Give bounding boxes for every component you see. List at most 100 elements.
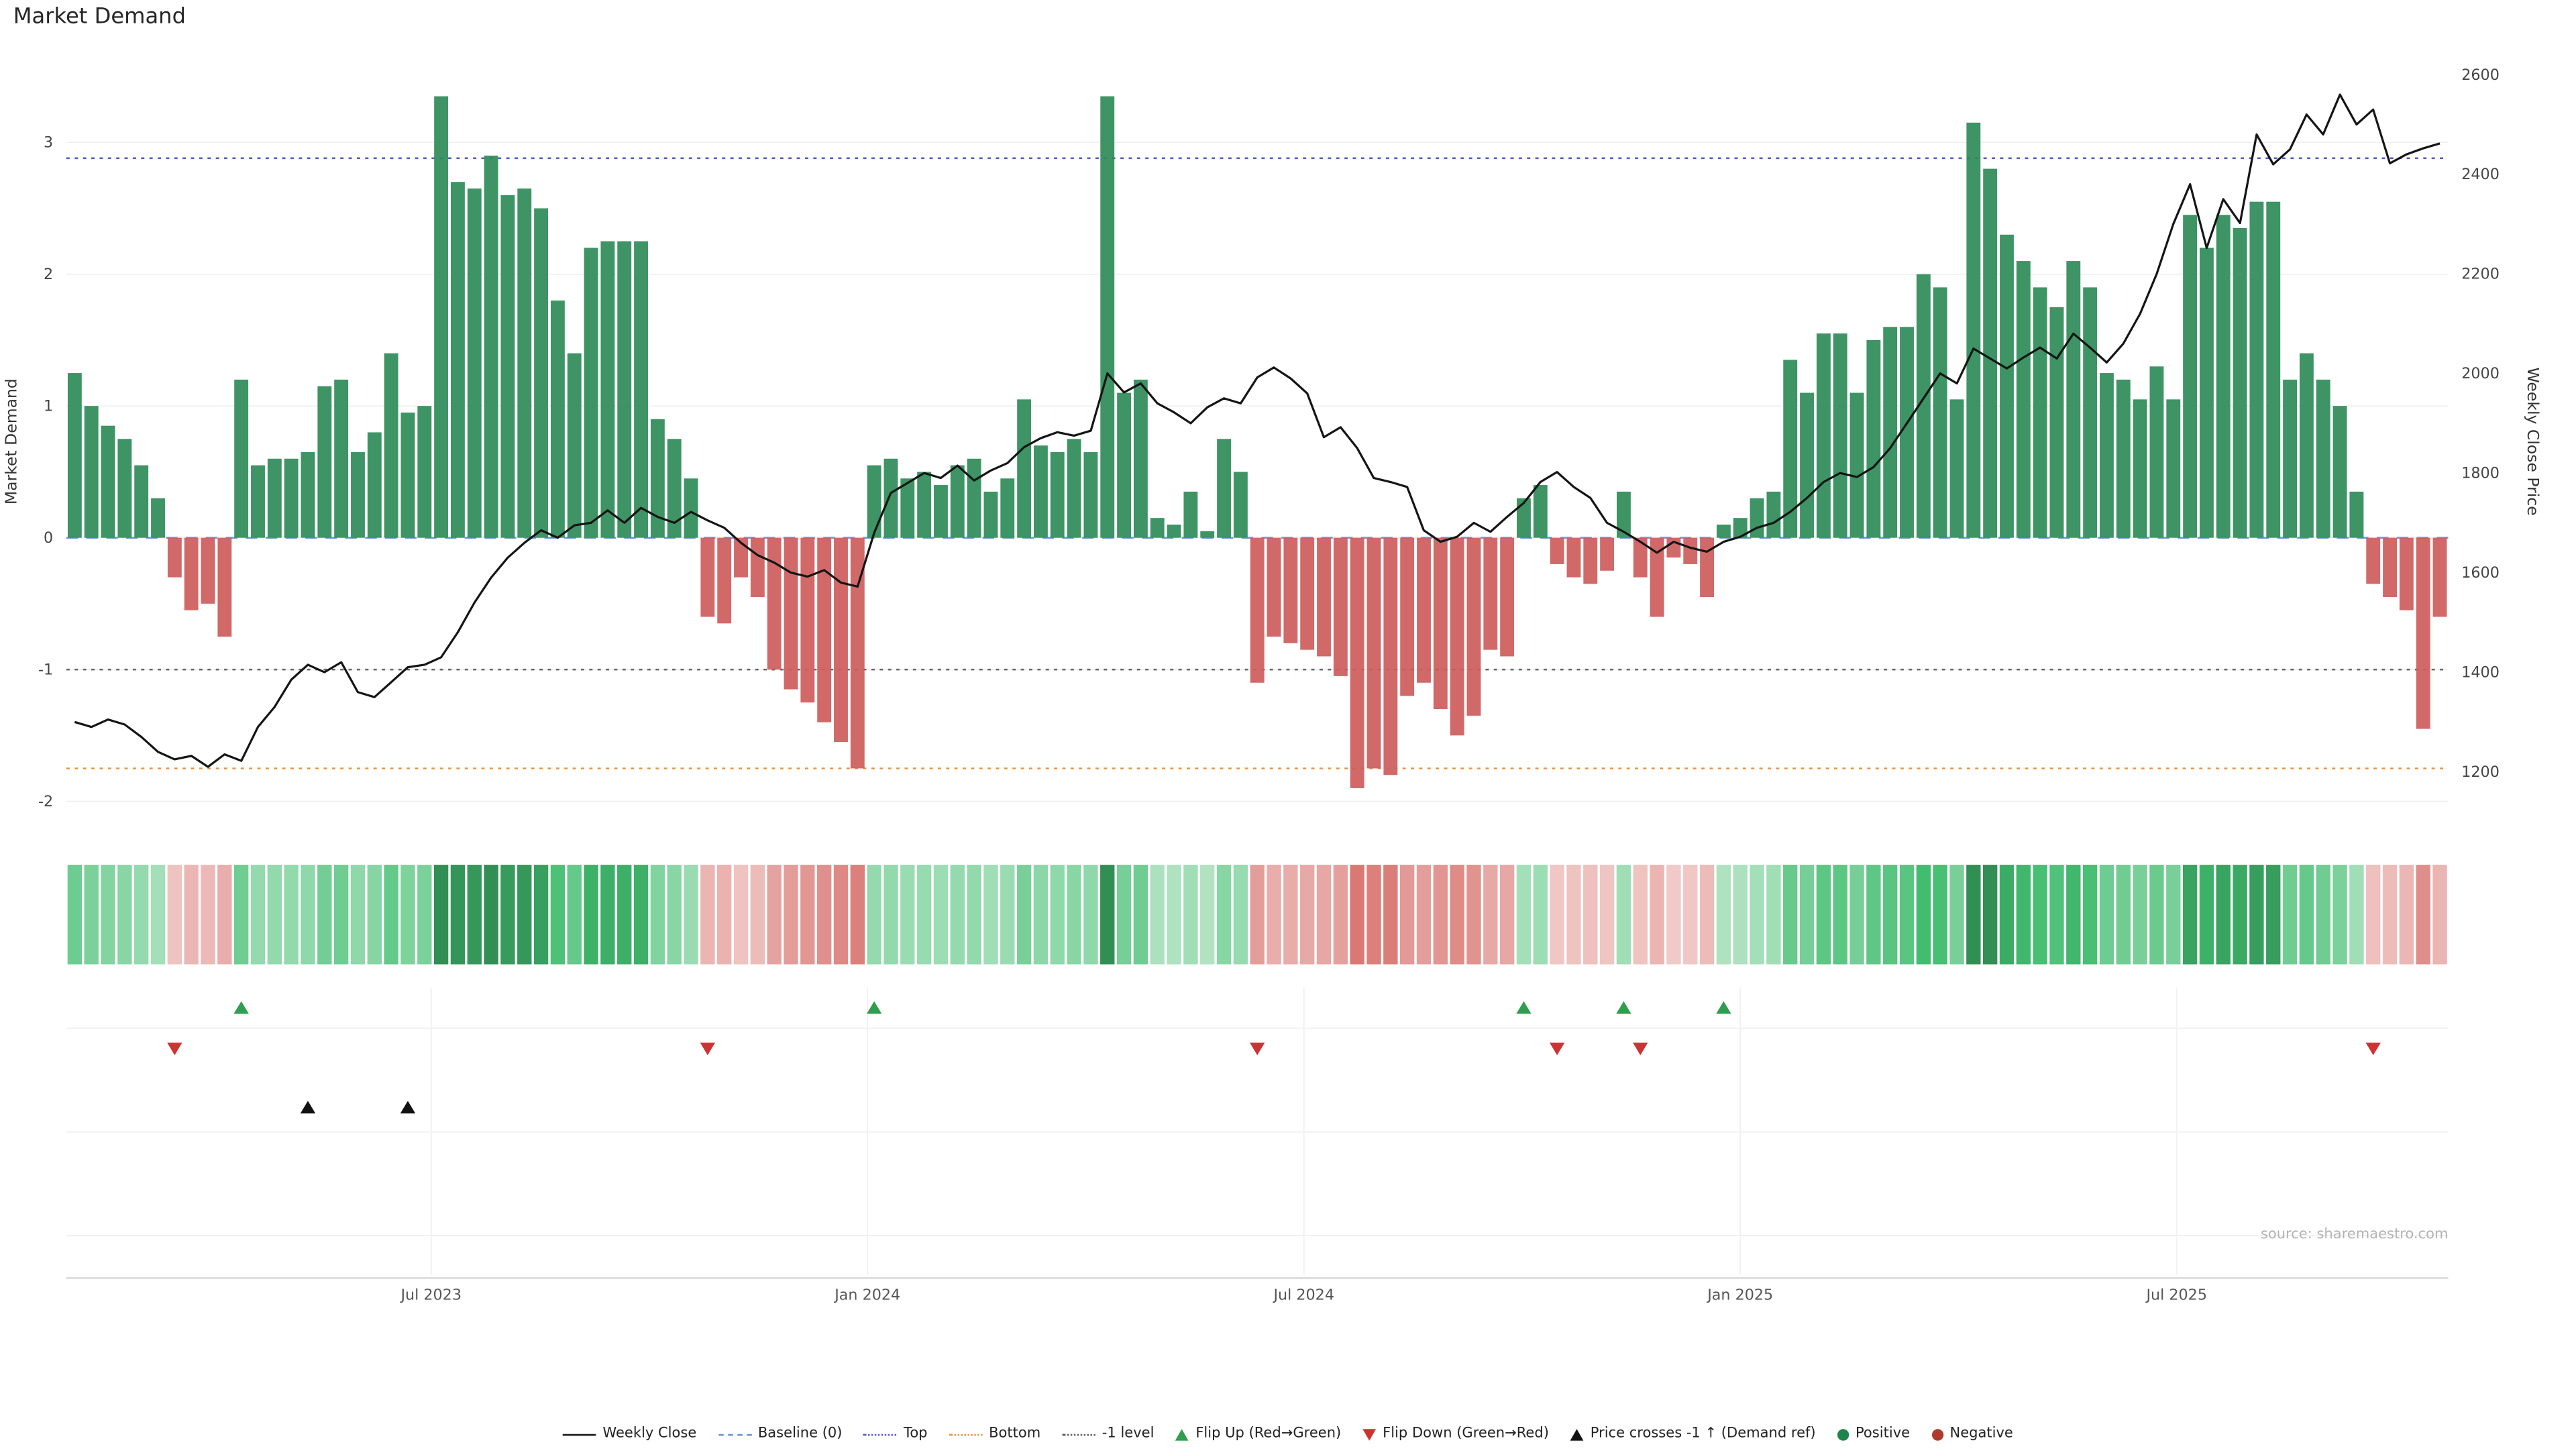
svg-text:2600: 2600: [2461, 66, 2500, 84]
heatmap-cell: [150, 865, 166, 965]
legend-item-2: Top: [863, 1426, 928, 1442]
heatmap-cell: [1516, 865, 1532, 965]
svg-text:1: 1: [44, 398, 53, 415]
heatmap-cell: [1982, 865, 1998, 965]
price-line: [74, 93, 2440, 768]
legend-label: Price crosses -1 ↑ (Demand ref): [1590, 1426, 1816, 1443]
triangle-down-icon: [2365, 1042, 2381, 1055]
heatmap-cell: [1883, 865, 1898, 965]
heatmap-cell: [1100, 865, 1115, 965]
legend-line-icon: [563, 1433, 596, 1435]
heatmap-cell: [1999, 865, 2015, 965]
flip-down-markers: [167, 1042, 2381, 1055]
demand-bar: [767, 537, 782, 670]
heatmap-cell: [916, 865, 932, 965]
demand-bar: [2299, 353, 2314, 538]
heatmap-cell: [450, 865, 466, 965]
heatmap-cell: [2149, 865, 2164, 965]
legend-label: Flip Up (Red→Green): [1195, 1426, 1342, 1443]
left-axis-label: Market Demand: [2, 378, 21, 504]
demand-bar: [2399, 537, 2414, 610]
demand-bar: [1317, 537, 1331, 657]
heatmap-cell: [2432, 865, 2447, 965]
demand-bar: [1650, 537, 1664, 617]
right-axis-label: Weekly Close Price: [2524, 368, 2542, 516]
demand-bar: [1267, 537, 1281, 637]
svg-text:Jan 2025: Jan 2025: [1706, 1286, 1773, 1303]
demand-bar: [1050, 451, 1065, 538]
price-cross-markers: [300, 1101, 416, 1114]
heatmap-cell: [1016, 865, 1032, 965]
demand-bar: [1517, 498, 1531, 538]
demand-bar: [700, 537, 715, 617]
demand-bar: [2366, 537, 2381, 584]
demand-bar: [917, 472, 932, 538]
demand-bar: [2100, 373, 2114, 538]
heatmap-cell: [2049, 865, 2064, 965]
demand-bar: [1533, 485, 1548, 538]
market-demand-chart: -2 -1 0 1 2 3 1200 1400 1600 1800 2000 2200 2400 2600…: [2, 66, 2542, 1304]
heatmap-cell: [1733, 865, 1748, 965]
demand-bar: [1833, 333, 1847, 538]
heatmap-cell: [517, 865, 532, 965]
demand-bar: [301, 451, 315, 538]
demand-bar: [117, 439, 132, 538]
heatmap-cell: [1083, 865, 1098, 965]
demand-bar: [484, 155, 498, 538]
demand-bar: [2133, 399, 2147, 538]
triangle-up-icon: [867, 1001, 882, 1014]
demand-bar: [2149, 366, 2164, 538]
heatmap-cell: [1383, 865, 1398, 965]
heatmap-cell: [2082, 865, 2098, 965]
demand-bar: [67, 373, 82, 538]
legend-label: Bottom: [989, 1426, 1041, 1443]
heatmap-cell: [2199, 865, 2214, 965]
demand-bar: [1750, 498, 1764, 538]
svg-text:0: 0: [44, 529, 53, 547]
demand-bar: [351, 451, 365, 538]
heatmap-cell: [867, 865, 881, 965]
legend-item-1: Baseline (0): [718, 1426, 843, 1443]
heatmap-cell: [1399, 865, 1415, 965]
heatmap-cell: [2299, 865, 2314, 965]
heatmap-cell: [684, 865, 698, 965]
demand-bar: [1100, 96, 1115, 538]
heatmap-cell: [484, 865, 498, 965]
demand-bar: [1350, 537, 1364, 788]
demand-bar: [600, 241, 615, 538]
demand-bar: [2233, 227, 2247, 538]
legend-item-7: Price crosses -1 ↑ (Demand ref): [1570, 1426, 1816, 1442]
heatmap-cell: [667, 865, 682, 965]
heatmap-cell: [217, 865, 232, 965]
heatmap-cell: [1599, 865, 1615, 965]
heatmap-cell: [750, 865, 765, 965]
demand-bar: [1133, 379, 1148, 538]
demand-bar: [1550, 537, 1564, 564]
heatmap-cell: [1550, 865, 1564, 965]
heatmap-cell: [1050, 865, 1065, 965]
legend-label: Weekly Close: [602, 1426, 697, 1443]
demand-bar: [1383, 537, 1398, 775]
demand-bar: [750, 537, 765, 598]
heatmap-cell: [2066, 865, 2081, 965]
demand-bar: [1250, 537, 1265, 683]
demand-bar: [867, 465, 881, 538]
heatmap-cell: [2399, 865, 2414, 965]
heatmap-cell: [467, 865, 482, 965]
demand-bar: [1300, 537, 1315, 650]
heatmap-cell: [367, 865, 382, 965]
heatmap-cell: [1783, 865, 1798, 965]
triangle-up-icon: [233, 1001, 249, 1014]
svg-text:2400: 2400: [2461, 166, 2500, 183]
heatmap-cell: [1716, 865, 1731, 965]
demand-bar: [1366, 537, 1381, 769]
legend-label: Baseline (0): [757, 1426, 843, 1443]
legend-item-8: Positive: [1837, 1426, 1910, 1442]
heatmap-cell: [267, 865, 282, 965]
heatmap-cell: [1933, 865, 1947, 965]
svg-text:2: 2: [44, 266, 53, 283]
heatmap-cell: [800, 865, 815, 965]
demand-bar: [1766, 491, 1781, 538]
demand-bar: [684, 478, 698, 538]
demand-bar: [2283, 379, 2298, 538]
